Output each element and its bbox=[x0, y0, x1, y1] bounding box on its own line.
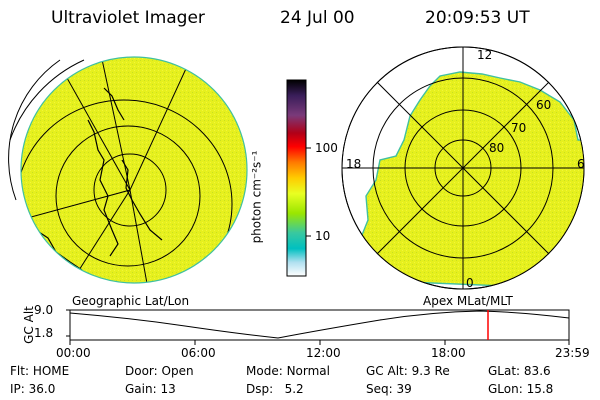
lat-label-80: 80 bbox=[489, 141, 505, 155]
timeline-x-tick: 12:00 bbox=[306, 346, 341, 360]
instrument-title: Ultraviolet Imager bbox=[51, 8, 205, 28]
image-rim bbox=[20, 56, 248, 284]
geographic-caption: Geographic Lat/Lon bbox=[72, 294, 190, 308]
timeline-frame bbox=[69, 309, 570, 341]
uv-image-fill bbox=[21, 57, 247, 283]
auroral-region bbox=[359, 71, 584, 289]
colorbar-gradient bbox=[286, 79, 307, 277]
lat-label-70: 70 bbox=[511, 121, 527, 135]
status-seq: Seq: 39 bbox=[366, 382, 412, 396]
status-mode: Mode: Normal bbox=[246, 364, 330, 378]
apex-map bbox=[341, 46, 585, 290]
mlt-label-18: 18 bbox=[346, 157, 362, 171]
altitude-curve bbox=[69, 310, 570, 339]
timeline-y-tick-1: 1.8 bbox=[34, 326, 54, 340]
timeline-x-tick: 06:00 bbox=[181, 346, 216, 360]
altitude-timeline bbox=[66, 309, 570, 345]
status-dsp: Dsp: 5.2 bbox=[246, 382, 304, 396]
time-label: 20:09:53 UT bbox=[425, 8, 530, 28]
lat-label-60: 60 bbox=[536, 98, 552, 112]
status-glon: GLon: 15.8 bbox=[488, 382, 554, 396]
timeline-x-tick: 23:59 bbox=[555, 346, 590, 360]
colorbar-unit-label: photon cm⁻²s⁻¹ bbox=[249, 150, 264, 244]
status-gc-alt: GC Alt: 9.3 Re bbox=[366, 364, 450, 378]
status-glat: GLat: 83.6 bbox=[488, 364, 551, 378]
timeline-x-tick: 18:00 bbox=[431, 346, 466, 360]
geographic-map bbox=[8, 56, 248, 284]
status-ip: IP: 36.0 bbox=[10, 382, 56, 396]
colorbar-tick-100: 100 bbox=[315, 141, 338, 155]
colorbar-tick-10: 10 bbox=[315, 229, 331, 243]
status-flt: Flt: HOME bbox=[10, 364, 70, 378]
mlt-label-0: 0 bbox=[466, 276, 474, 290]
apex-caption: Apex MLat/MLT bbox=[423, 294, 513, 308]
coastline bbox=[103, 87, 125, 121]
timeline-x-tick: 00:00 bbox=[56, 346, 91, 360]
status-door: Door: Open bbox=[125, 364, 194, 378]
colorbar bbox=[286, 79, 311, 277]
mlt-label-12: 12 bbox=[477, 48, 493, 62]
mlt-label-6: 6 bbox=[577, 157, 585, 171]
date-label: 24 Jul 00 bbox=[280, 8, 355, 28]
coastline bbox=[87, 119, 119, 257]
timeline-y-tick-9: 9.0 bbox=[34, 303, 54, 317]
status-gain: Gain: 13 bbox=[125, 382, 176, 396]
